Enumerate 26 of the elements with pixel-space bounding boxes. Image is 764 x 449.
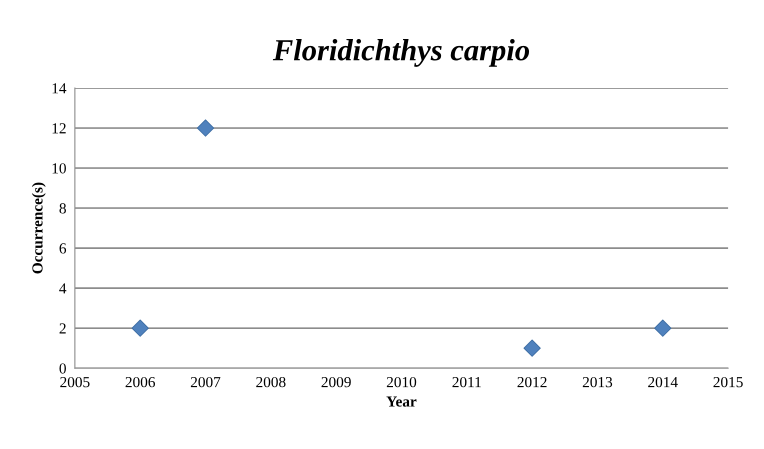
x-tick-label: 2013 bbox=[582, 376, 612, 388]
point bbox=[132, 320, 149, 337]
y-axis-title: Occurrence(s) bbox=[32, 182, 46, 274]
point bbox=[196, 119, 214, 137]
x-tick-label: 2015 bbox=[713, 376, 743, 388]
x-tick-label: 2014 bbox=[648, 376, 678, 388]
y-tick-label: 14 bbox=[52, 83, 66, 94]
x-tick-label: 2008 bbox=[256, 376, 286, 388]
x-tick-label: 2005 bbox=[60, 376, 90, 388]
x-tick-label: 2007 bbox=[190, 376, 220, 388]
point bbox=[654, 320, 672, 337]
y-tick-label: 10 bbox=[52, 163, 66, 174]
chart-title: Floridichthys carpio bbox=[272, 39, 530, 67]
y-tick-label: 4 bbox=[59, 283, 66, 294]
y-tick-label: 12 bbox=[52, 123, 66, 134]
point bbox=[523, 340, 541, 357]
x-axis-title: Year bbox=[386, 396, 416, 407]
y-tick-label: 0 bbox=[59, 363, 66, 374]
x-tick-label: 2006 bbox=[126, 376, 156, 388]
x-tick-label: 2011 bbox=[452, 376, 481, 388]
y-tick-label: 2 bbox=[60, 323, 66, 334]
y-tick-label: 6 bbox=[60, 243, 66, 254]
y-tick-label: 8 bbox=[59, 203, 66, 214]
x-tick-label: 2012 bbox=[518, 376, 547, 388]
x-tick-label: 2010 bbox=[386, 376, 416, 388]
x-tick-label: 2009 bbox=[322, 376, 351, 388]
